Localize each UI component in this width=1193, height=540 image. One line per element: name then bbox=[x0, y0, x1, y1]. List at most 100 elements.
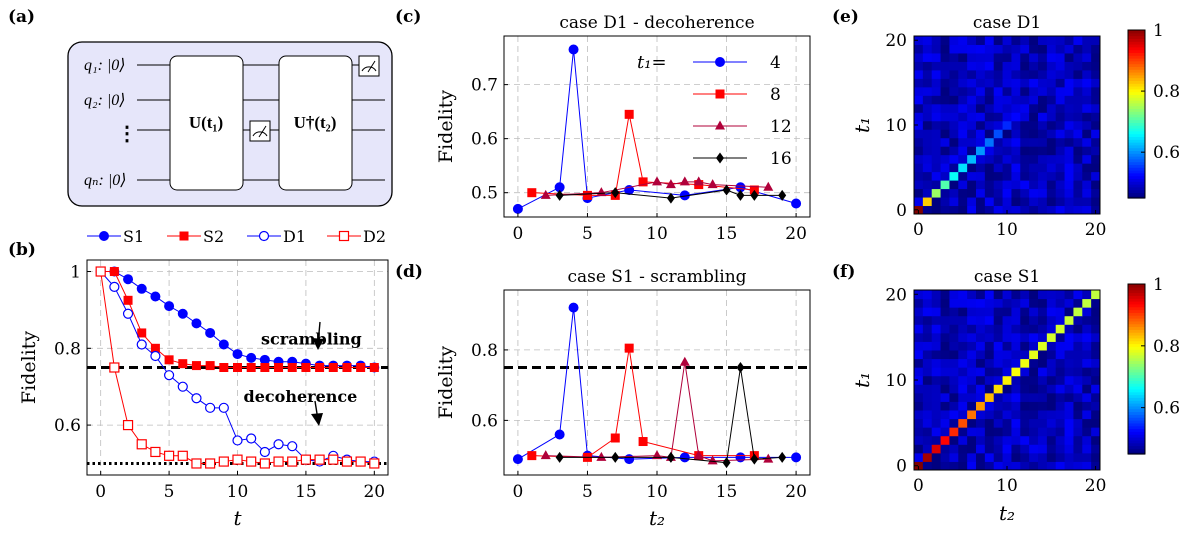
heatmap-cell bbox=[940, 332, 950, 342]
heatmap-cell bbox=[1011, 375, 1021, 385]
heatmap-cell bbox=[984, 461, 995, 471]
colorbar-segment bbox=[1128, 181, 1145, 185]
heatmap-cell bbox=[1046, 384, 1057, 394]
legend-title: t₁= bbox=[637, 52, 667, 73]
heatmap-cell bbox=[1055, 367, 1066, 377]
heatmap-cell bbox=[1082, 392, 1092, 402]
heatmap-cell bbox=[949, 324, 959, 334]
heatmap-cell bbox=[967, 112, 977, 122]
heatmap-cell bbox=[922, 180, 933, 190]
heatmap-cell bbox=[940, 401, 950, 411]
heatmap-cell bbox=[1029, 418, 1039, 428]
x-tick-label: 20 bbox=[363, 482, 385, 502]
heatmap-cell bbox=[949, 52, 959, 62]
heatmap-cell bbox=[922, 154, 933, 164]
heatmap-cell bbox=[1002, 95, 1012, 105]
data-point bbox=[233, 363, 242, 372]
data-point bbox=[596, 451, 607, 461]
heatmap-cell bbox=[940, 112, 950, 122]
heatmap-cell bbox=[1055, 154, 1066, 164]
colorbar-segment bbox=[1128, 195, 1145, 199]
heatmap-cell bbox=[976, 129, 986, 139]
data-point bbox=[287, 363, 297, 372]
heatmap-cell bbox=[1082, 205, 1092, 215]
data-point bbox=[177, 450, 188, 461]
heatmap-cell bbox=[940, 410, 950, 420]
heatmap-cell bbox=[922, 315, 933, 325]
y-tick-label: 0.6 bbox=[471, 411, 498, 431]
heatmap-cell bbox=[949, 146, 959, 156]
heatmap-cell bbox=[914, 392, 924, 402]
heatmap-cell bbox=[993, 384, 1004, 394]
heatmap-cell bbox=[1073, 461, 1083, 471]
heatmap-cell bbox=[958, 146, 968, 156]
y-tick-label: 0.6 bbox=[54, 416, 81, 436]
heatmap-cell bbox=[1091, 324, 1101, 334]
colorbar-segment bbox=[1128, 161, 1145, 165]
legend-marker bbox=[258, 230, 270, 242]
colorbar-segment bbox=[1128, 332, 1145, 336]
heatmap-cell bbox=[949, 180, 959, 190]
heatmap-cell bbox=[1055, 36, 1066, 45]
heatmap-cell bbox=[1064, 307, 1074, 317]
colorbar-segment bbox=[1128, 144, 1145, 149]
heatmap-cell bbox=[1029, 367, 1039, 377]
heatmap-cell bbox=[931, 197, 942, 207]
heatmap-cell bbox=[1011, 384, 1021, 394]
gate-forward-label: U(t₁) bbox=[189, 113, 223, 132]
heatmap-cell bbox=[1082, 197, 1092, 207]
data-point bbox=[736, 189, 745, 201]
heatmap-cell bbox=[1002, 36, 1012, 45]
heatmap-cell bbox=[1073, 52, 1083, 62]
heatmap-cell bbox=[931, 61, 942, 71]
heatmap-cell bbox=[1046, 78, 1057, 88]
heatmap-cell bbox=[1091, 129, 1101, 139]
heatmap-cell bbox=[1046, 146, 1057, 156]
heatmap-cell bbox=[1046, 358, 1057, 368]
heatmap-cell bbox=[1073, 324, 1083, 334]
heatmap-cell bbox=[1064, 197, 1074, 207]
heatmap-cell bbox=[1011, 95, 1021, 105]
data-point bbox=[273, 439, 284, 450]
heatmap-cell bbox=[1011, 418, 1021, 428]
heatmap-cell bbox=[940, 129, 950, 139]
heatmap-cell bbox=[1038, 452, 1048, 462]
heatmap-cell bbox=[1082, 95, 1092, 105]
heatmap-cell bbox=[967, 435, 977, 445]
panel-letter-d: (d) bbox=[395, 262, 423, 282]
heatmap-cell bbox=[958, 52, 968, 62]
heatmap-cell bbox=[931, 171, 942, 181]
heatmap-cell bbox=[1011, 307, 1021, 317]
colorbar-segment bbox=[1128, 63, 1145, 67]
legend-label: 8 bbox=[770, 85, 781, 105]
heatmap-cell bbox=[1046, 452, 1057, 462]
heatmap-cell bbox=[1073, 205, 1083, 215]
data-point bbox=[791, 198, 802, 209]
heatmap-cell bbox=[931, 95, 942, 105]
heatmap-cell bbox=[993, 350, 1004, 360]
heatmap-cell bbox=[949, 86, 959, 96]
heatmap-cell bbox=[931, 375, 942, 385]
heatmap-cell bbox=[914, 435, 924, 445]
heatmap-cell bbox=[940, 137, 950, 147]
data-point bbox=[232, 349, 243, 360]
heatmap-cell bbox=[1082, 367, 1092, 377]
colorbar-segment bbox=[1128, 434, 1145, 438]
colorbar-segment bbox=[1128, 340, 1145, 345]
data-point bbox=[624, 109, 634, 119]
heatmap-cell bbox=[940, 427, 950, 437]
heatmap-cell bbox=[1011, 69, 1021, 79]
heatmap-cell bbox=[1091, 401, 1101, 411]
heatmap-cell bbox=[976, 120, 986, 130]
heatmap-cell bbox=[1011, 146, 1021, 156]
heatmap-cell bbox=[958, 205, 968, 215]
colorbar-segment bbox=[1128, 437, 1145, 441]
heatmap-cell bbox=[984, 171, 995, 181]
colorbar-segment bbox=[1128, 172, 1145, 177]
heatmap-cell bbox=[1029, 410, 1039, 420]
heatmap-cell bbox=[993, 332, 1004, 342]
heatmap-cell bbox=[984, 180, 995, 190]
heatmap-cell bbox=[922, 146, 933, 156]
heatmap-cell bbox=[1055, 332, 1066, 342]
heatmap-cell bbox=[1011, 137, 1021, 147]
